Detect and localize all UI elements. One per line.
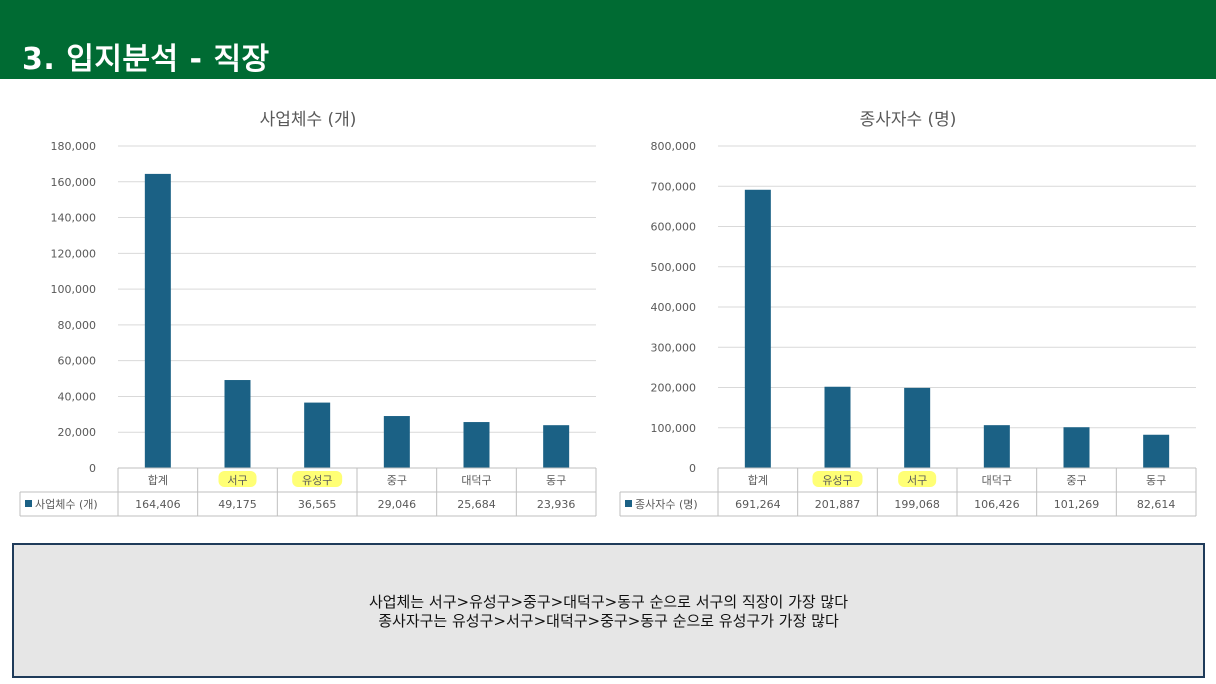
y-tick-label: 80,000 [58,319,97,332]
summary-line-1: 사업체는 서구>유성구>중구>대덕구>동구 순으로 서구의 직장이 가장 많다 [368,593,849,611]
y-tick-label: 0 [89,462,96,475]
data-table-value: 691,264 [735,498,781,511]
category-label: 동구 [1146,474,1166,487]
data-table-value: 25,684 [457,498,496,511]
y-tick-label: 100,000 [51,283,97,296]
data-table-value: 101,269 [1054,498,1100,511]
summary-line-2: 종사자구는 유성구>서구>대덕구>중구>동구 순으로 유성구가 가장 많다 [378,612,839,630]
y-tick-label: 800,000 [651,140,697,153]
category-highlight-mark [218,471,257,487]
y-tick-label: 300,000 [651,341,697,354]
category-label: 동구 [546,474,566,487]
data-table-value: 36,565 [298,498,337,511]
y-tick-label: 120,000 [51,247,97,260]
category-label: 유성구 [822,474,852,487]
bar [904,387,931,468]
category-highlight-mark [812,471,863,487]
y-tick-label: 160,000 [51,176,97,189]
bar [463,422,490,468]
page-title: 3. 입지분석 - 직장 [22,42,270,77]
bar [144,173,171,468]
category-label: 대덕구 [982,474,1012,487]
y-tick-label: 100,000 [651,422,697,435]
data-table-value: 164,406 [135,498,181,511]
category-highlight-mark [898,471,937,487]
category-label: 합계 [748,474,768,487]
y-tick-label: 700,000 [651,180,697,193]
bar [543,425,570,468]
data-table-value: 106,426 [974,498,1020,511]
y-tick-label: 0 [689,462,696,475]
summary-box: 사업체는 서구>유성구>중구>대덕구>동구 순으로 서구의 직장이 가장 많다 … [12,543,1205,678]
business-count-chart-svg: 0 20,000 40,000 60,000 80,000 100,000 120,000 1… [19,140,597,517]
chart-title: 사업체수 (개) [259,110,357,130]
bar [224,380,251,468]
legend-key [25,500,32,507]
chart-title: 종사자수 (명) [859,110,957,130]
category-label: 유성구 [302,474,332,487]
category-label: 서구 [227,474,247,487]
y-tick-label: 40,000 [58,390,97,403]
category-label: 중구 [1066,474,1086,487]
bar [824,386,851,468]
bar [383,416,410,468]
data-table-value: 82,614 [1137,498,1176,511]
bar [1063,427,1090,468]
employee-count-chart-svg: 0 100,000 200,000 300,000 400,000 500,000 600,… [619,140,1197,517]
data-table-value: 201,887 [815,498,861,511]
y-tick-label: 600,000 [651,221,697,234]
category-label: 대덕구 [461,474,491,487]
category-label: 합계 [148,474,168,487]
summary-text: 사업체는 서구>유성구>중구>대덕구>동구 순으로 서구의 직장이 가장 많다 … [14,593,1203,631]
data-table-value: 29,046 [378,498,417,511]
bar [744,189,771,468]
title-bar: 3. 입지분석 - 직장 [0,0,1216,79]
category-label: 서구 [907,474,927,487]
data-table-value: 199,068 [894,498,940,511]
category-highlight-mark [292,471,343,487]
y-tick-label: 60,000 [58,355,97,368]
bar [304,402,331,468]
bar [1143,434,1170,468]
y-tick-label: 20,000 [58,426,97,439]
y-tick-label: 200,000 [651,382,697,395]
legend-key [625,500,632,507]
y-tick-label: 500,000 [651,261,697,274]
bar [983,425,1010,468]
series-name-label: 사업체수 (개) [35,498,98,511]
data-table-value: 23,936 [537,498,576,511]
y-tick-label: 400,000 [651,301,697,314]
business-count-chart: 사업체수 (개) 0 20,000 40,000 60,000 80,000 100,00… [8,95,608,520]
data-table-value: 49,175 [218,498,257,511]
category-label: 중구 [387,474,407,487]
y-tick-label: 180,000 [51,140,97,153]
y-tick-label: 140,000 [51,212,97,225]
employee-count-chart: 종사자수 (명) 0 100,000 200,000 300,000 400,000 50… [608,95,1208,520]
series-name-label: 종사자수 (명) [635,498,698,511]
